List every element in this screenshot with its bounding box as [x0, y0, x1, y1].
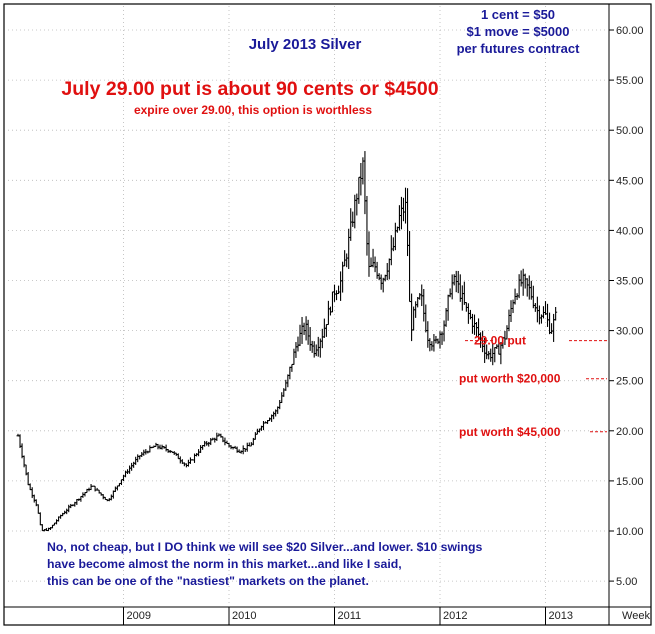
- y-tick-labels: 60.00 55.00 50.00 45.00 40.00 35.00 30.00 25.00…: [609, 25, 644, 588]
- level-label: put worth $20,000: [459, 372, 561, 386]
- y-tick-label: 40.00: [616, 225, 644, 237]
- y-tick-label: 45.00: [616, 175, 644, 187]
- level-label: put worth $45,000: [459, 425, 561, 439]
- comment-line-2: have become almost the norm in this mark…: [47, 557, 402, 571]
- comment-line-3: this can be one of the "nastiest" market…: [47, 574, 369, 588]
- x-tick-label: 2011: [338, 610, 362, 622]
- y-tick-label: 15.00: [616, 476, 644, 488]
- chart-frame: [3, 3, 652, 626]
- chart-title: July 2013 Silver: [249, 36, 362, 53]
- frequency-label: Week: [622, 610, 650, 622]
- level-label: 29.00 put: [474, 334, 526, 348]
- x-tick-label: 2012: [443, 610, 467, 622]
- x-tick-label: 2009: [127, 610, 151, 622]
- x-tick-label: 2010: [232, 610, 256, 622]
- y-tick-label: 5.00: [616, 576, 637, 588]
- y-tick-label: 20.00: [616, 426, 644, 438]
- subheadline: expire over 29.00, this option is worthl…: [134, 103, 372, 117]
- y-tick-label: 60.00: [616, 25, 644, 37]
- y-tick-label: 50.00: [616, 125, 644, 137]
- y-tick-label: 30.00: [616, 326, 644, 338]
- x-tick-label: 2013: [549, 610, 573, 622]
- y-tick-label: 10.00: [616, 526, 644, 538]
- price-bars: [16, 151, 558, 532]
- y-tick-label: 55.00: [616, 75, 644, 87]
- y-tick-label: 25.00: [616, 376, 644, 388]
- comment-line-1: No, not cheap, but I DO think we will se…: [47, 540, 482, 554]
- contract-note-3: per futures contract: [457, 41, 580, 56]
- headline: July 29.00 put is about 90 cents or $450…: [61, 78, 438, 100]
- contract-note-2: $1 move = $5000: [467, 24, 570, 39]
- level-lines: 29.00 put put worth $20,000 put worth $45,…: [459, 334, 607, 439]
- y-tick-label: 35.00: [616, 276, 644, 288]
- x-tick-labels: 2009 2010 2011 2012 2013: [123, 607, 573, 625]
- contract-note-1: 1 cent = $50: [481, 7, 555, 22]
